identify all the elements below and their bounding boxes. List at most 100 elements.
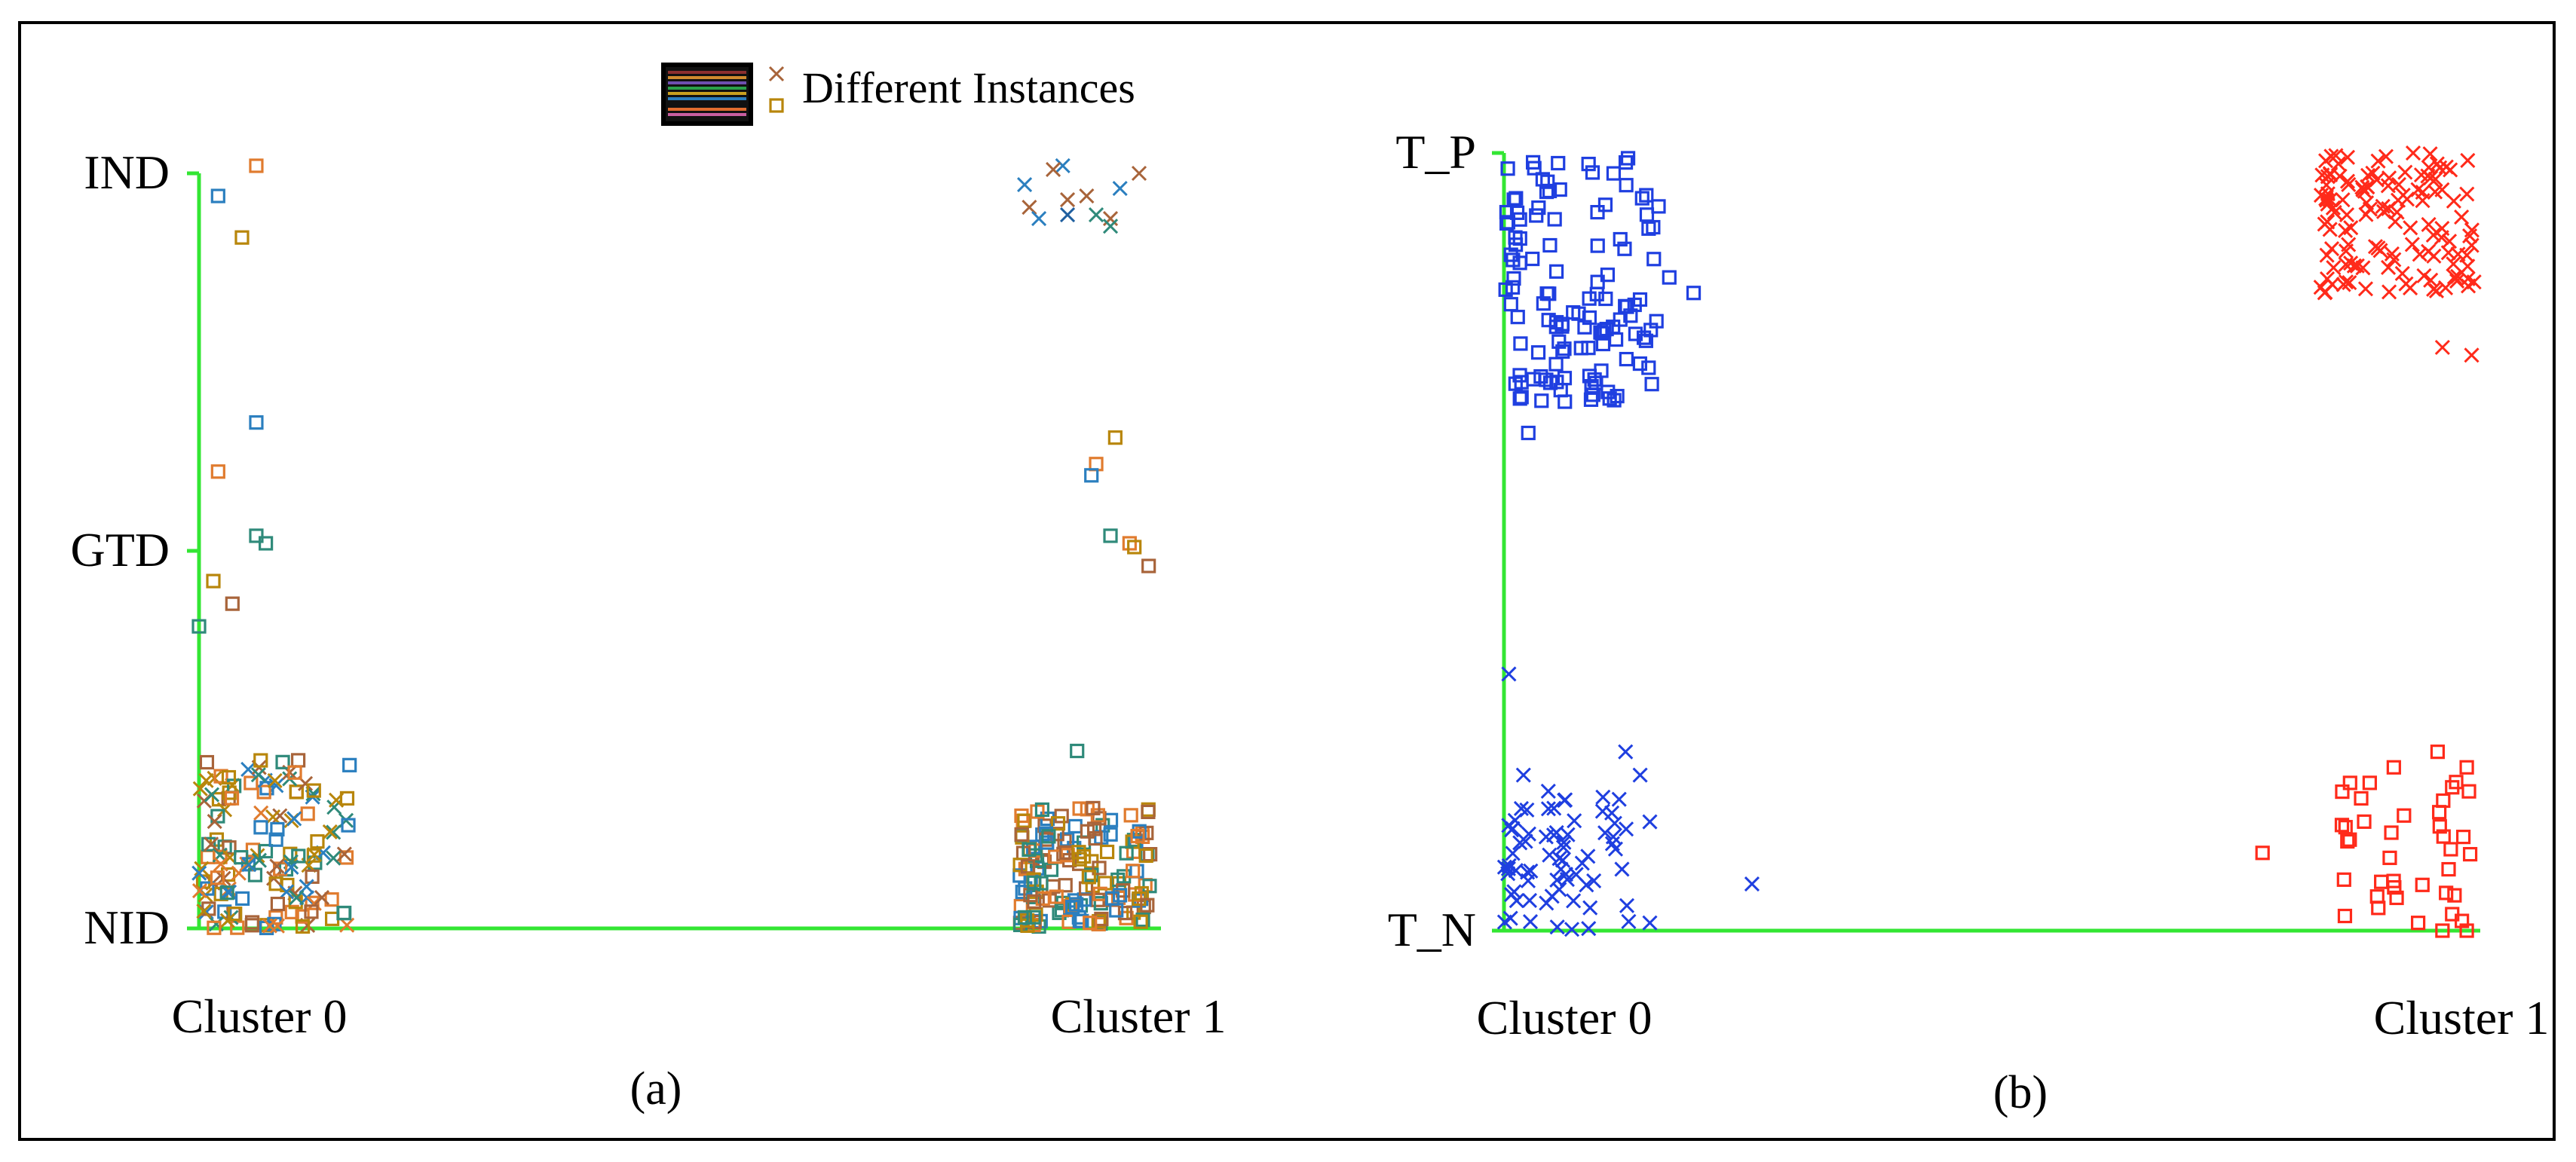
panel-b-point [1552, 182, 1567, 197]
panel-b-point [1512, 231, 1527, 246]
panel-b-point [2335, 784, 2350, 800]
panel-a-point [1130, 828, 1145, 844]
figure-frame [18, 21, 2556, 1141]
panel-a-point [1041, 829, 1056, 844]
panel-a-point [256, 784, 271, 800]
panel-b-point [2390, 192, 2406, 208]
panel-b-point [2370, 153, 2386, 169]
panel-b-point [2441, 861, 2456, 877]
panel-b-point [2332, 168, 2348, 184]
panel-b-point [1573, 341, 1588, 356]
panel-b-point [1501, 666, 1517, 682]
panel-a-point [1058, 878, 1073, 893]
panel-b-point [1522, 914, 1539, 930]
panel-a-point [1119, 846, 1134, 861]
panel-b-point [2432, 805, 2447, 820]
panel-a-point [341, 818, 356, 833]
panel-b-point [1617, 241, 1632, 256]
panel-b-point [2421, 216, 2437, 232]
panel-b-point [1600, 268, 1616, 283]
panel-a-point [250, 767, 266, 783]
panel-a-point [1031, 211, 1047, 227]
panel-b-point [1502, 910, 1518, 926]
panel-b-point [2340, 833, 2355, 849]
panel-a-y-tick-label: NID [84, 901, 170, 954]
legend-swatch-stripe [668, 97, 746, 100]
panel-b-point [1620, 151, 1636, 166]
panel-b-point [2460, 271, 2476, 286]
panel-a-point [253, 820, 268, 835]
panel-a-point [247, 867, 263, 882]
panel-a-point [234, 850, 249, 865]
panel-a-point [1102, 211, 1119, 227]
panel-b: T_N T_P Cluster 0 Cluster 1 (b) [1388, 125, 2550, 1118]
panel-b-point [1590, 205, 1605, 220]
panel-b-point [1540, 783, 1556, 799]
panel-a-point [295, 909, 310, 924]
panel-b-point [1662, 270, 1677, 285]
legend-x-marker [768, 66, 785, 82]
panel-a-point [1014, 827, 1029, 842]
panel-b-point [2426, 248, 2442, 264]
panel-b-point [2384, 825, 2399, 840]
panel-b-points [1496, 145, 2482, 938]
panel-b-point [2455, 830, 2471, 845]
panel-b-point [1549, 375, 1564, 390]
panel-b-point [2454, 209, 2470, 225]
panel-b-point [2446, 269, 2462, 285]
panel-a-point [300, 806, 315, 821]
panel-b-point [2412, 246, 2427, 262]
panel-b-point [1590, 238, 1605, 253]
panel-a-point [339, 790, 355, 806]
panel-a-point [1122, 536, 1137, 551]
legend-square-marker [769, 98, 784, 113]
panel-b-point [2324, 277, 2340, 292]
panel-a-point [1143, 847, 1158, 862]
panel-a-point [207, 920, 222, 935]
panel-b-point [2339, 207, 2355, 223]
panel-b-point [2432, 160, 2448, 176]
panel-b-point [1548, 824, 1564, 840]
panel-b-point [1641, 221, 1656, 236]
panel-b-point [1510, 310, 1525, 325]
panel-b-point [1618, 821, 1634, 837]
legend-swatch-stripe [668, 87, 746, 90]
panel-a-point [270, 896, 285, 912]
panel-b-point [1639, 188, 1654, 203]
panel-a-point [268, 832, 283, 847]
panel-a-point [1072, 801, 1087, 816]
panel-a-point [305, 869, 320, 884]
panel-b-point [1585, 165, 1600, 180]
panel-b-point [2346, 258, 2362, 274]
panel-a-point [324, 911, 340, 926]
panel-b-point [2423, 272, 2439, 288]
panel-b-point [1555, 344, 1570, 359]
panel-b-point [2443, 842, 2458, 857]
panel-b-point [2391, 176, 2407, 192]
panel-b-point [1505, 846, 1521, 861]
panel-b-point [1509, 191, 1524, 206]
panel-b-point [2389, 890, 2404, 906]
panel-a-point [265, 809, 281, 825]
panel-b-point [1686, 286, 1702, 301]
panel-b-point [1614, 861, 1630, 877]
panel-b-point [1594, 363, 1609, 378]
panel-b-point [1610, 389, 1625, 404]
panel-b-point [2319, 247, 2335, 263]
panel-b-point [2339, 149, 2356, 165]
panel-a-point [1064, 900, 1080, 915]
panel-b-x-tick-label: Cluster 1 [2374, 991, 2550, 1044]
panel-b-point [2354, 790, 2369, 806]
panel-b-point [1581, 341, 1596, 356]
panel-b-point [1627, 297, 1642, 313]
panel-b-point [1546, 800, 1562, 816]
panel-b-point [2464, 222, 2480, 238]
panel-a-point [1022, 200, 1037, 216]
panel-b-point [1641, 360, 1656, 375]
panel-b-point [1554, 316, 1570, 332]
panel-b-point [1554, 852, 1571, 868]
panel-b-point [1636, 330, 1652, 345]
legend-label: Different Instances [802, 63, 1135, 112]
panel-a-point [204, 787, 220, 803]
panel-b-point [1540, 801, 1557, 817]
